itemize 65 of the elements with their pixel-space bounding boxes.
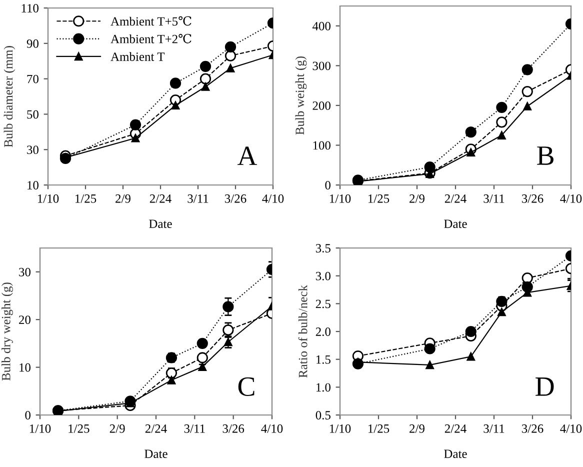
x-tick-label: 4/10: [560, 194, 582, 203]
y-axis-title: Bulb dry weight (g): [2, 282, 13, 381]
x-tick-label: 2/9: [410, 194, 424, 203]
y-axis-title: Ratio of bulb/neck: [298, 284, 308, 378]
x-tick-label: 3/26: [224, 194, 246, 203]
y-tick-label: 30: [19, 268, 30, 276]
x-tick-label: 2/24: [444, 424, 466, 433]
legend-label: Ambient T+5℃: [110, 16, 192, 26]
x-tick-label: 4/10: [560, 424, 582, 433]
x-tick-label: 1/25: [368, 424, 390, 433]
x-tick-label: 1/10: [38, 194, 59, 203]
x-tick-label: 2/9: [110, 424, 125, 433]
x-tick-label: 1/10: [330, 194, 351, 203]
x-tick-label: 2/24: [150, 194, 172, 203]
y-tick-label: 10: [28, 181, 38, 190]
y-tick-label: 400: [312, 22, 330, 30]
x-tick-label: 3/11: [484, 424, 504, 433]
x-tick-label: 2/9: [116, 194, 130, 203]
y-tick-label: 50: [27, 110, 38, 119]
y-tick-label: 0: [325, 181, 330, 190]
annotation: A: [237, 146, 258, 165]
y-tick-label: 20: [19, 316, 30, 324]
x-tick-label: 2/24: [444, 194, 466, 203]
x-tick-label: 1/25: [68, 424, 90, 433]
y-tick-label: 70: [27, 74, 38, 84]
x-tick-label: 2/9: [410, 424, 424, 433]
x-tick-label: 4/10: [262, 194, 284, 203]
x-tick-label: 1/10: [330, 424, 351, 433]
y-tick-label: 0.5: [316, 411, 330, 420]
y-tick-label: 3.5: [316, 244, 330, 253]
y-tick-label: 10: [20, 363, 30, 372]
y-tick-label: 30: [27, 146, 38, 154]
x-axis-title: Date: [144, 450, 168, 458]
x-axis-title: Date: [444, 450, 467, 458]
y-tick-label: 100: [313, 141, 330, 150]
x-tick-label: 3/11: [484, 194, 504, 203]
y-tick-label: 1.5: [316, 355, 330, 364]
x-tick-label: 4/10: [261, 424, 283, 433]
y-tick-label: 2.5: [316, 300, 330, 308]
y-axis-title: Bulb diameter (mm): [4, 46, 16, 148]
x-tick-label: 1/25: [75, 194, 96, 203]
y-tick-label: 200: [312, 101, 330, 110]
x-axis-title: Date: [149, 220, 172, 228]
y-tick-label: 110: [22, 4, 38, 12]
y-tick-label: 300: [312, 62, 330, 70]
legend-label: Ambient T: [110, 52, 165, 61]
x-tick-label: 1/10: [30, 424, 51, 433]
x-tick-label: 3/26: [522, 194, 544, 203]
annotation: D: [536, 378, 554, 396]
x-tick-label: 3/26: [522, 424, 544, 433]
y-tick-label: 1.0: [316, 383, 330, 392]
x-tick-label: 2/24: [145, 424, 167, 433]
y-tick-label: 2.0: [316, 328, 330, 336]
legend-label: Ambient T+2℃: [110, 34, 192, 44]
x-tick-label: 1/25: [368, 194, 390, 203]
annotation: B: [537, 146, 554, 165]
x-tick-label: 3/11: [184, 424, 205, 433]
x-tick-label: 3/11: [188, 194, 208, 203]
annotation: C: [238, 377, 254, 396]
x-axis-title: Date: [444, 220, 467, 228]
y-tick-label: 3.0: [316, 272, 330, 280]
x-tick-label: 3/26: [222, 424, 244, 433]
y-axis-title: Bulb weight (g): [295, 56, 307, 135]
y-tick-label: 90: [26, 39, 38, 48]
y-tick-label: 0: [25, 411, 30, 420]
